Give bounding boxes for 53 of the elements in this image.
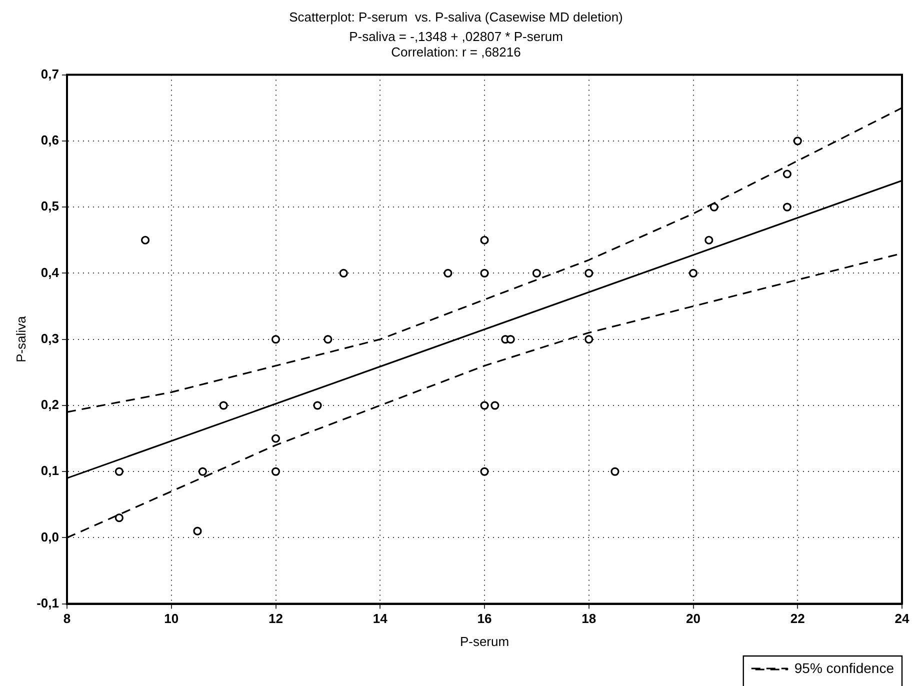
point: [688, 268, 698, 278]
y-tick-label: 0,0: [40, 529, 59, 544]
point: [114, 467, 124, 476]
point: [313, 401, 322, 410]
point: [782, 170, 792, 178]
point: [704, 236, 714, 244]
legend-label: 95% confidence: [794, 660, 894, 676]
point: [480, 236, 489, 244]
point: [480, 268, 489, 278]
y-tick-label: 0,2: [40, 397, 59, 412]
point: [444, 268, 452, 278]
point: [271, 467, 280, 476]
point: [114, 514, 124, 522]
x-tick-label: 22: [790, 611, 805, 626]
y-tick-label: 0,4: [40, 264, 60, 280]
x-axis-title: P-serum: [460, 634, 510, 649]
point: [710, 202, 718, 212]
x-tick-label: 12: [268, 611, 283, 626]
y-tick-label: 0,7: [40, 66, 59, 82]
chart-title: Scatterplot: P-serum vs. P-saliva (Casewise MD deletion): [289, 9, 623, 24]
point: [480, 401, 489, 410]
x-tick-label: 20: [686, 611, 700, 626]
point: [584, 268, 594, 278]
point: [271, 434, 280, 443]
x-tick-label: 14: [372, 611, 388, 626]
point: [490, 401, 500, 410]
point: [324, 335, 332, 344]
point: [339, 268, 348, 278]
x-tick-label: 24: [894, 611, 910, 626]
point: [219, 401, 228, 410]
point: [610, 467, 620, 476]
x-tick-label: 18: [582, 611, 596, 626]
point: [793, 136, 802, 146]
x-tick-label: 16: [477, 611, 492, 626]
y-tick-label: 0,1: [40, 463, 59, 478]
point: [193, 526, 202, 536]
point: [140, 236, 150, 244]
chart-subtitle: P-saliva = -,1348 + ,02807 * P-serum: [349, 28, 563, 44]
point: [271, 335, 280, 344]
point: [480, 467, 489, 476]
point: [506, 335, 515, 344]
text: Correlation: r = ,68216: [391, 44, 521, 60]
y-tick-label: -0,1: [36, 595, 59, 610]
x-tick-label: 10: [164, 611, 179, 626]
y-axis-title: P-saliva: [13, 315, 28, 362]
point: [532, 268, 541, 278]
y-tick-label: 0,3: [40, 330, 59, 346]
point: [198, 467, 207, 476]
point: [584, 335, 594, 344]
y-tick-label: 0,6: [40, 132, 59, 148]
point: [782, 202, 792, 212]
y-tick-label: 0,5: [40, 198, 59, 214]
x-tick-label: 8: [63, 611, 71, 626]
